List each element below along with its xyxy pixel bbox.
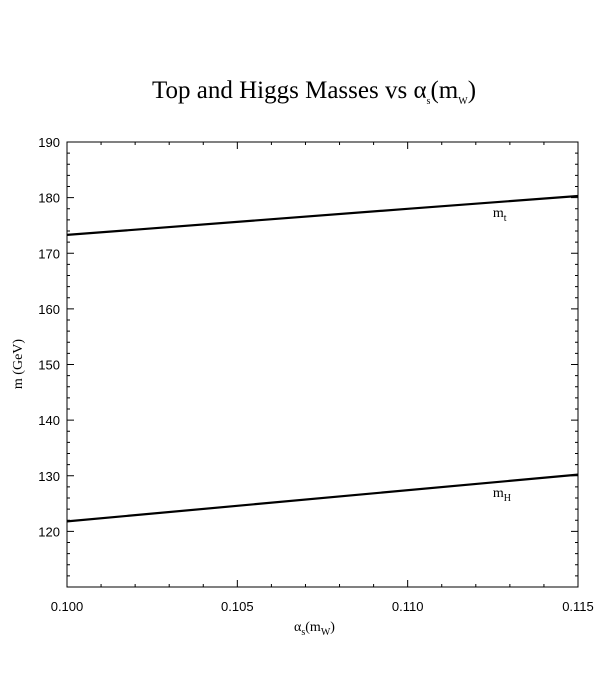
ticks-layer: 120 130 140 150 160 170 180 190 0.100 0.105 0.110 0… (38, 135, 593, 614)
y-tick-label: 120 (38, 524, 60, 539)
series-line-0 (66, 194, 579, 236)
y-tick-label: 150 (38, 358, 60, 373)
y-tick-label: 130 (38, 469, 60, 484)
series-label-main: m (493, 206, 504, 221)
series-line-1 (66, 473, 579, 523)
series-label-sub: H (504, 493, 511, 504)
x-tick-label: 0.115 (562, 599, 594, 614)
y-tick-label: 190 (38, 135, 60, 150)
y-tick-label: 160 (38, 302, 60, 317)
y-tick-label: 170 (38, 246, 60, 261)
y-tick-label: 140 (38, 413, 60, 428)
x-tick-label: 0.110 (392, 599, 424, 614)
x-tick-label: 0.100 (51, 599, 84, 614)
chart-title: Top and Higgs Masses vs αs(mW) (152, 77, 476, 107)
x-axis-label: αs(mW) (294, 620, 335, 638)
series-label-1: mH (493, 486, 511, 504)
series-label-sub: t (504, 213, 507, 224)
series-label-main: m (493, 486, 504, 501)
y-axis-label: m (GeV) (11, 339, 26, 389)
y-tick-label: 180 (38, 191, 60, 206)
x-tick-label: 0.105 (221, 599, 254, 614)
series-label-0: mt (493, 206, 507, 224)
